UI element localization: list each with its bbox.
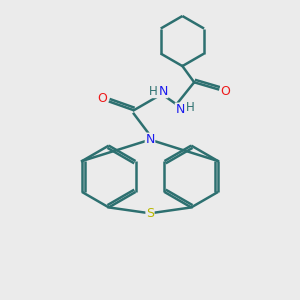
Text: N: N [145, 133, 155, 146]
Text: O: O [221, 85, 231, 98]
Text: S: S [146, 207, 154, 220]
Text: H: H [149, 85, 158, 98]
Text: N: N [159, 85, 168, 98]
Text: O: O [98, 92, 107, 105]
Text: N: N [175, 103, 185, 116]
Text: H: H [185, 101, 194, 114]
